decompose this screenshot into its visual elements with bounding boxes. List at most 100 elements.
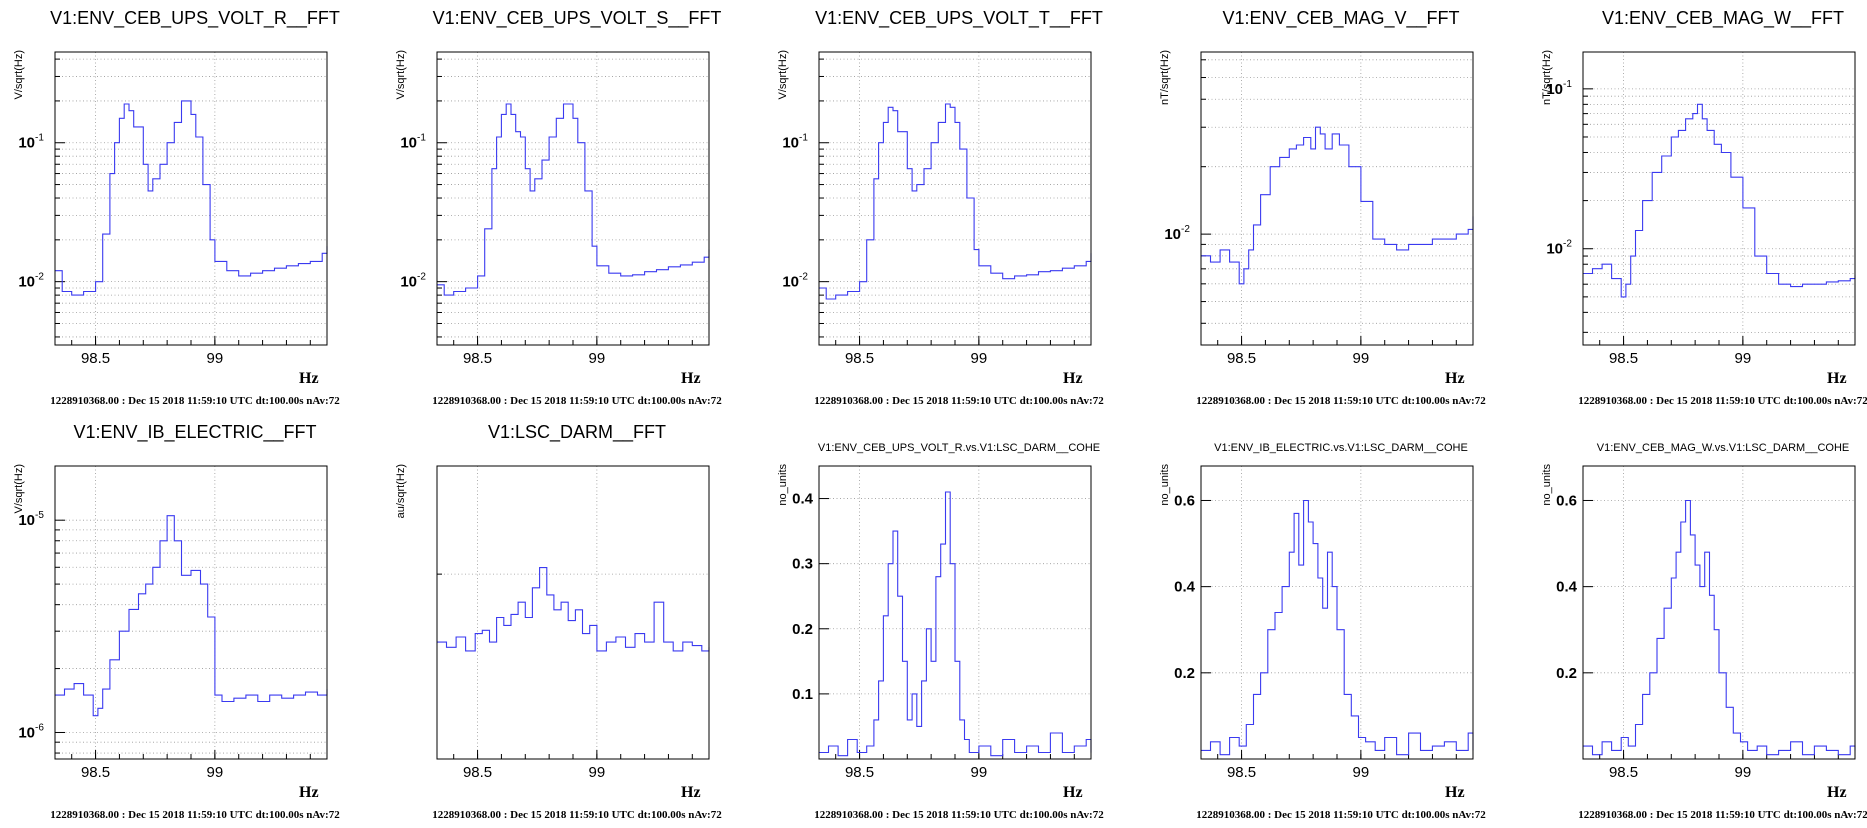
chart-title: V1:LSC_DARM__FFT: [487, 422, 667, 442]
chart-svg: 98.5 99: [436, 465, 710, 781]
y-tick-label: 10: [18, 512, 35, 529]
x-tick-label: 98.5: [463, 350, 492, 367]
y-tick-label: 10: [1546, 81, 1563, 98]
x-axis-unit: Hz: [1827, 370, 1847, 387]
series-line: [1201, 126, 1474, 285]
x-tick-label: 98.5: [1227, 350, 1256, 367]
timestamp-footer: 1228910368.00 : Dec 15 2018 11:59:10 UTC…: [432, 395, 722, 407]
x-tick-label: 99: [589, 350, 606, 367]
chart-title: V1:ENV_CEB_UPS_VOLT_R__FFT: [50, 8, 340, 28]
y-tick-label: 0.6: [1556, 492, 1577, 509]
y-tick-label: 0.4: [1174, 579, 1196, 596]
chart-title: V1:ENV_IB_ELECTRIC.vs.V1:LSC_DARM__COHE: [1214, 442, 1468, 454]
plot-frame: [54, 51, 328, 346]
x-tick-label: 99: [971, 350, 988, 367]
chart-svg: 98.5 99 0.2 0.4 0.6: [1556, 465, 1856, 781]
y-tick-label: 0.1: [792, 686, 813, 703]
series-line: [55, 100, 328, 296]
chart-panel: V1:LSC_DARM__FFT au/sqrt(Hz) 98.5 99 Hz 12289…: [387, 414, 767, 828]
y-tick-label: 0.3: [792, 556, 813, 573]
chart-panel: V1:ENV_CEB_MAG_V__FFT nT/sqrt(Hz) 98.5 99 10…: [1151, 0, 1531, 414]
plot-frame: [54, 465, 328, 760]
chart-panel: V1:ENV_CEB_UPS_VOLT_S__FFT V/sqrt(Hz) 98.5…: [387, 0, 767, 414]
x-tick-label: 98.5: [1609, 764, 1638, 781]
x-axis-unit: Hz: [1063, 370, 1083, 387]
timestamp-footer: 1228910368.00 : Dec 15 2018 11:59:10 UTC…: [432, 809, 722, 821]
series-line: [437, 567, 710, 652]
y-tick-exponent: -6: [35, 722, 44, 733]
x-tick-label: 99: [1735, 764, 1752, 781]
y-tick-label: 10: [1546, 241, 1563, 258]
x-tick-label: 98.5: [845, 350, 874, 367]
chart-panel: V1:ENV_CEB_MAG_W__FFT nT/sqrt(Hz) 98.5 99 10…: [1533, 0, 1867, 414]
y-tick-label: 10: [18, 724, 35, 741]
y-tick-exponent: -1: [417, 133, 426, 144]
x-tick-label: 99: [1353, 764, 1370, 781]
y-tick-label: 10: [1164, 226, 1181, 243]
y-tick-label: 0.2: [1556, 665, 1577, 682]
y-tick-exponent: -2: [799, 272, 808, 283]
y-tick-label: 10: [400, 274, 417, 291]
timestamp-footer: 1228910368.00 : Dec 15 2018 11:59:10 UTC…: [814, 395, 1104, 407]
y-tick-exponent: -2: [1563, 239, 1572, 250]
x-axis-unit: Hz: [299, 370, 319, 387]
y-tick-exponent: -2: [417, 272, 426, 283]
x-tick-label: 99: [207, 764, 224, 781]
y-tick-label: 10: [782, 274, 799, 291]
y-tick-label: 0.2: [1174, 665, 1195, 682]
y-tick-exponent: -2: [35, 272, 44, 283]
plot-frame: [436, 51, 710, 346]
y-tick-label: 0.2: [792, 621, 813, 638]
timestamp-footer: 1228910368.00 : Dec 15 2018 11:59:10 UTC…: [50, 809, 340, 821]
chart-title: V1:ENV_CEB_MAG_W.vs.V1:LSC_DARM__COHE: [1596, 442, 1850, 454]
chart-title: V1:ENV_IB_ELECTRIC__FFT: [73, 422, 317, 442]
chart-panel: V1:ENV_CEB_UPS_VOLT_T__FFT V/sqrt(Hz) 98.5…: [769, 0, 1149, 414]
x-tick-label: 99: [1353, 350, 1370, 367]
x-tick-label: 98.5: [845, 764, 874, 781]
x-axis-unit: Hz: [1827, 784, 1847, 801]
x-tick-label: 98.5: [81, 350, 110, 367]
chart-svg: 98.5 99 10 -2: [1164, 51, 1474, 367]
timestamp-footer: 1228910368.00 : Dec 15 2018 11:59:10 UTC…: [1578, 809, 1867, 821]
y-tick-exponent: -1: [799, 133, 808, 144]
chart-panel: V1:ENV_CEB_MAG_W.vs.V1:LSC_DARM__COHE no_…: [1533, 414, 1867, 828]
x-tick-label: 99: [589, 764, 606, 781]
y-tick-label: 0.4: [792, 491, 814, 508]
timestamp-footer: 1228910368.00 : Dec 15 2018 11:59:10 UTC…: [1196, 395, 1486, 407]
chart-panel: V1:ENV_CEB_UPS_VOLT_R__FFT V/sqrt(Hz) 98.5…: [5, 0, 385, 414]
chart-svg: 98.5 99 0.2 0.4 0.6: [1174, 465, 1474, 781]
chart-panel: V1:ENV_CEB_UPS_VOLT_R.vs.V1:LSC_DARM__CO…: [769, 414, 1149, 828]
y-tick-label: 0.6: [1174, 492, 1195, 509]
y-tick-exponent: -1: [35, 133, 44, 144]
timestamp-footer: 1228910368.00 : Dec 15 2018 11:59:10 UTC…: [1578, 395, 1867, 407]
chart-panel: V1:ENV_IB_ELECTRIC__FFT V/sqrt(Hz) 98.5 99 1…: [5, 414, 385, 828]
chart-title: V1:ENV_CEB_MAG_V__FFT: [1222, 8, 1460, 28]
x-tick-label: 98.5: [1609, 350, 1638, 367]
y-tick-label: 10: [782, 135, 799, 152]
y-tick-exponent: -1: [1563, 79, 1572, 90]
y-tick-label: 0.4: [1556, 579, 1578, 596]
x-axis-unit: Hz: [1445, 784, 1465, 801]
x-tick-label: 98.5: [1227, 764, 1256, 781]
series-line: [437, 103, 710, 296]
x-tick-label: 98.5: [463, 764, 492, 781]
x-tick-label: 99: [971, 764, 988, 781]
x-axis-unit: Hz: [299, 784, 319, 801]
timestamp-footer: 1228910368.00 : Dec 15 2018 11:59:10 UTC…: [50, 395, 340, 407]
chart-title: V1:ENV_CEB_MAG_W__FFT: [1601, 8, 1845, 28]
x-tick-label: 99: [1735, 350, 1752, 367]
y-tick-label: 10: [18, 274, 35, 291]
series-line: [819, 491, 1092, 757]
chart-svg: 98.5 99 0.1 0.2 0.3 0.4: [792, 465, 1092, 781]
plot-frame: [818, 465, 1092, 760]
plot-frame: [1582, 51, 1856, 346]
y-tick-label: 10: [400, 135, 417, 152]
x-tick-label: 98.5: [81, 764, 110, 781]
chart-panel: V1:ENV_IB_ELECTRIC.vs.V1:LSC_DARM__COHE n…: [1151, 414, 1531, 828]
y-tick-exponent: -5: [35, 510, 44, 521]
y-tick-label: 10: [18, 135, 35, 152]
